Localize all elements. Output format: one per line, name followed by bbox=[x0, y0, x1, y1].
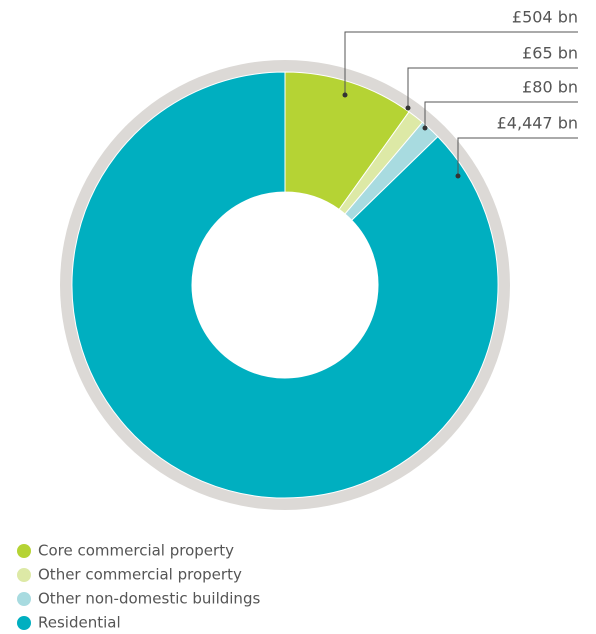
value-label: £4,447 bn bbox=[497, 114, 578, 133]
value-label: £65 bn bbox=[522, 44, 578, 63]
leader-line bbox=[457, 137, 578, 176]
legend-swatch bbox=[17, 592, 31, 606]
legend-swatch bbox=[17, 616, 31, 630]
leader-dot bbox=[422, 125, 428, 131]
leader-line bbox=[344, 31, 578, 95]
legend-label: Core commercial property bbox=[38, 542, 234, 560]
legend-swatch bbox=[17, 568, 31, 582]
leader-line bbox=[424, 101, 578, 128]
donut-hole bbox=[192, 192, 378, 378]
leader-dot bbox=[455, 173, 461, 179]
leader-dot bbox=[342, 92, 348, 98]
legend-swatch bbox=[17, 544, 31, 558]
legend-label: Other non-domestic buildings bbox=[38, 590, 260, 608]
leader-line bbox=[407, 67, 578, 108]
legend-label: Other commercial property bbox=[38, 566, 242, 584]
value-label: £80 bn bbox=[522, 78, 578, 97]
leader-dot bbox=[405, 105, 411, 111]
legend-label: Residential bbox=[38, 614, 121, 632]
value-label: £504 bn bbox=[512, 8, 578, 27]
